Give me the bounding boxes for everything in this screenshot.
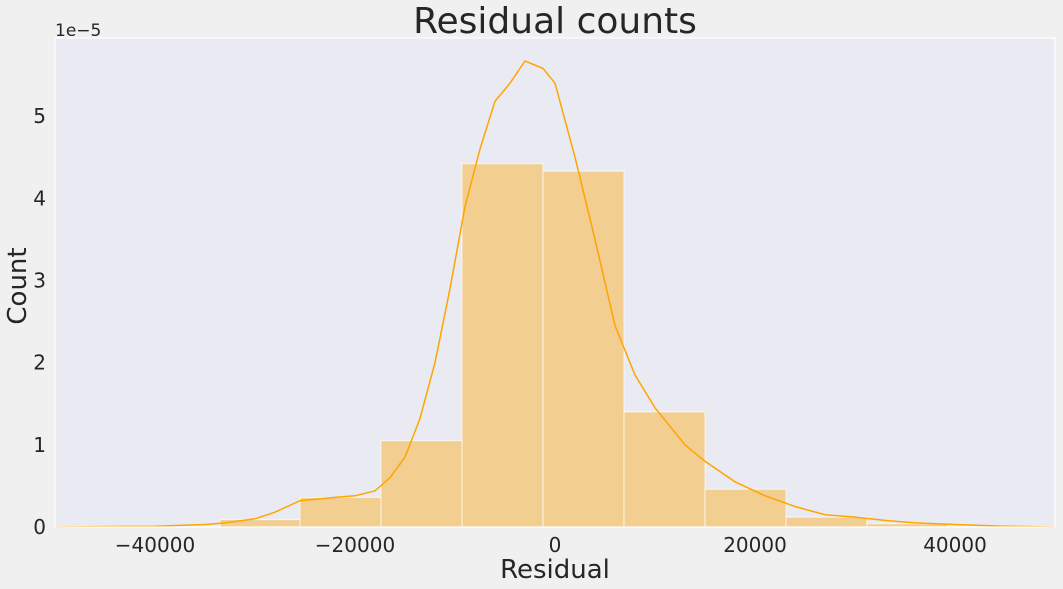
x-tick-label: 40000 [923, 533, 987, 557]
y-tick-label: 0 [33, 515, 46, 539]
y-tick-label: 1 [33, 433, 46, 457]
y-axis-label: Count [3, 247, 33, 324]
x-tick-label: 20000 [723, 533, 787, 557]
plot-area [55, 38, 1055, 527]
x-tick-label: −40000 [115, 533, 195, 557]
histogram-bar [785, 516, 868, 528]
histogram-bars [219, 163, 949, 528]
y-tick-label: 2 [33, 351, 46, 375]
histogram-bar [704, 488, 787, 528]
x-axis-label: Residual [500, 555, 610, 585]
y-tick-label: 5 [33, 104, 46, 128]
histogram-bar [219, 519, 301, 528]
y-axis-ticks: 0 1 2 3 4 5 [33, 104, 46, 539]
chart-title: Residual counts [413, 1, 697, 42]
kde-density-line [54, 60, 1056, 528]
histogram-bar [461, 163, 544, 528]
x-tick-label: 0 [549, 533, 562, 557]
x-tick-label: −20000 [315, 533, 395, 557]
histogram-bar [623, 411, 706, 528]
y-axis-offset-label: 1e−5 [55, 21, 101, 41]
histogram-bar [299, 496, 382, 528]
y-tick-label: 4 [33, 186, 46, 210]
x-axis-ticks: −40000 −20000 0 20000 40000 [115, 533, 987, 557]
histogram-bar [380, 440, 463, 528]
plot-frame [54, 37, 1056, 528]
y-tick-label: 3 [33, 268, 46, 292]
histogram-bar [542, 170, 625, 528]
